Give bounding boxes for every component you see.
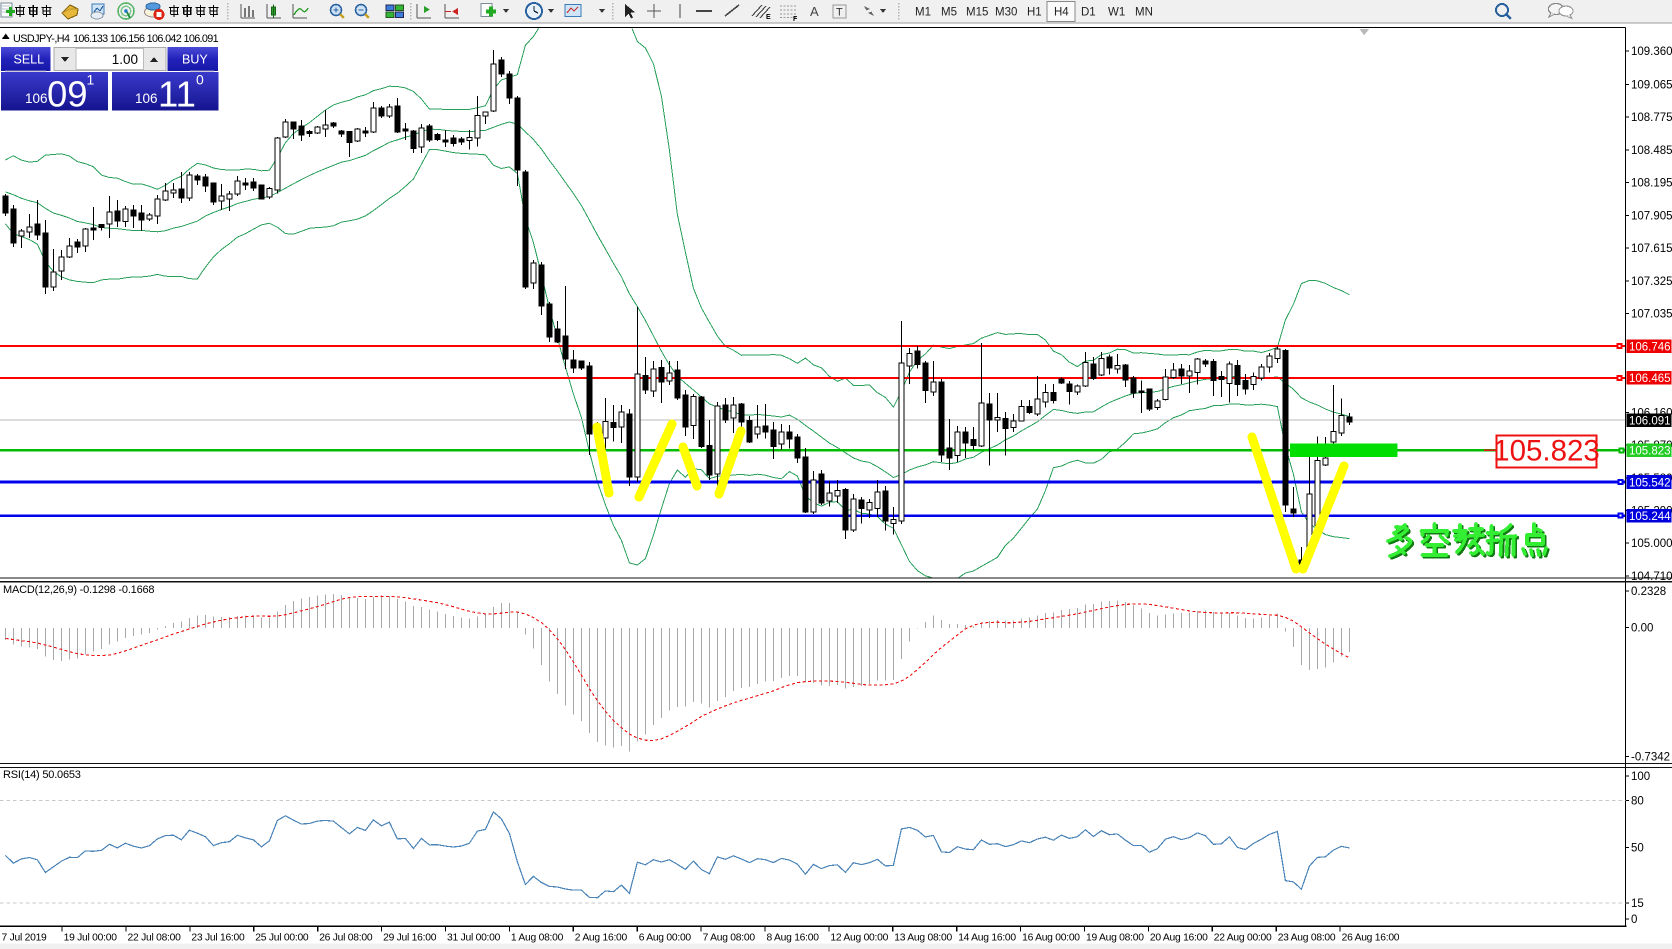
svg-text:25 Jul 00:00: 25 Jul 00:00 — [255, 933, 309, 944]
svg-text:22 Jul 08:00: 22 Jul 08:00 — [128, 933, 182, 944]
svg-text:A: A — [810, 4, 819, 19]
svg-text:108.485: 108.485 — [1631, 145, 1672, 157]
svg-text:104.710: 104.710 — [1631, 571, 1672, 583]
svg-text:11: 11 — [158, 74, 196, 115]
svg-text:-0.7342: -0.7342 — [1631, 752, 1670, 764]
svg-text:105.244: 105.244 — [1629, 511, 1671, 523]
svg-text:108.195: 108.195 — [1631, 178, 1672, 190]
svg-text:M1: M1 — [915, 7, 931, 19]
svg-text:0: 0 — [1631, 914, 1637, 926]
svg-text:105.000: 105.000 — [1631, 538, 1672, 550]
svg-text:W1: W1 — [1108, 7, 1125, 19]
svg-text:1 Aug 08:00: 1 Aug 08:00 — [511, 933, 564, 944]
svg-text:7 Aug 08:00: 7 Aug 08:00 — [703, 933, 756, 944]
svg-text:7 Jul 2019: 7 Jul 2019 — [2, 933, 48, 944]
svg-text:1.00: 1.00 — [112, 52, 138, 67]
svg-text:M15: M15 — [966, 7, 988, 19]
svg-text:107.615: 107.615 — [1631, 243, 1672, 255]
svg-text:26 Jul 08:00: 26 Jul 08:00 — [319, 933, 373, 944]
svg-text:108.775: 108.775 — [1631, 112, 1672, 124]
svg-text:14 Aug 16:00: 14 Aug 16:00 — [958, 933, 1016, 944]
svg-text:8 Aug 16:00: 8 Aug 16:00 — [767, 933, 820, 944]
svg-text:09: 09 — [47, 74, 88, 115]
svg-text:100: 100 — [1631, 771, 1650, 783]
svg-text:19 Jul 00:00: 19 Jul 00:00 — [64, 933, 118, 944]
svg-text:19 Aug 08:00: 19 Aug 08:00 — [1086, 933, 1144, 944]
svg-text:1: 1 — [87, 72, 95, 88]
svg-text:23 Jul 16:00: 23 Jul 16:00 — [191, 933, 245, 944]
svg-text:31 Jul 00:00: 31 Jul 00:00 — [447, 933, 501, 944]
svg-text:0: 0 — [196, 72, 204, 88]
svg-text:F: F — [793, 16, 798, 23]
svg-text:109.360: 109.360 — [1631, 46, 1672, 58]
svg-text:M30: M30 — [995, 7, 1017, 19]
svg-text:2 Aug 16:00: 2 Aug 16:00 — [575, 933, 628, 944]
svg-text:26 Aug 16:00: 26 Aug 16:00 — [1342, 933, 1400, 944]
svg-text:16 Aug 00:00: 16 Aug 00:00 — [1022, 933, 1080, 944]
svg-text:106: 106 — [25, 91, 48, 106]
svg-text:0.2328: 0.2328 — [1631, 586, 1666, 598]
svg-text:0.00: 0.00 — [1631, 623, 1653, 635]
svg-text:M5: M5 — [941, 7, 957, 19]
svg-text:MACD(12,26,9) -0.1298 -0.1668: MACD(12,26,9) -0.1298 -0.1668 — [3, 584, 154, 596]
svg-text:29 Jul 16:00: 29 Jul 16:00 — [383, 933, 437, 944]
svg-text:106.133 106.156 106.042 106.09: 106.133 106.156 106.042 106.091 — [73, 33, 219, 45]
svg-text:107.325: 107.325 — [1631, 276, 1672, 288]
svg-text:SELL: SELL — [14, 53, 45, 67]
svg-text:105.823: 105.823 — [1493, 435, 1600, 468]
svg-text:106.091: 106.091 — [1629, 415, 1671, 427]
svg-text:H1: H1 — [1027, 7, 1042, 19]
svg-text:109.065: 109.065 — [1631, 79, 1672, 91]
svg-text:12 Aug 00:00: 12 Aug 00:00 — [830, 933, 888, 944]
svg-text:106.465: 106.465 — [1629, 373, 1671, 385]
svg-text:105.823: 105.823 — [1629, 446, 1671, 458]
svg-text:H4: H4 — [1054, 7, 1069, 19]
svg-text:107.035: 107.035 — [1631, 309, 1672, 321]
svg-text:MN: MN — [1135, 7, 1153, 19]
svg-text:BUY: BUY — [182, 53, 208, 67]
svg-text:T: T — [836, 7, 843, 19]
svg-text:22 Aug 00:00: 22 Aug 00:00 — [1214, 933, 1272, 944]
svg-text:20 Aug 16:00: 20 Aug 16:00 — [1150, 933, 1208, 944]
svg-text:15: 15 — [1631, 898, 1644, 910]
svg-text:RSI(14) 50.0653: RSI(14) 50.0653 — [3, 769, 81, 781]
svg-text:80: 80 — [1631, 796, 1644, 808]
svg-text:23 Aug 08:00: 23 Aug 08:00 — [1278, 933, 1336, 944]
svg-text:105.542: 105.542 — [1629, 477, 1671, 489]
svg-text:106: 106 — [135, 91, 158, 106]
svg-text:107.905: 107.905 — [1631, 210, 1672, 222]
svg-text:D1: D1 — [1081, 7, 1096, 19]
svg-text:E: E — [766, 14, 771, 21]
svg-text:50: 50 — [1631, 843, 1644, 855]
svg-text:13 Aug 08:00: 13 Aug 08:00 — [894, 933, 952, 944]
svg-text:6 Aug 00:00: 6 Aug 00:00 — [639, 933, 692, 944]
svg-text:106.746: 106.746 — [1629, 341, 1671, 353]
svg-text:USDJPY-,H4: USDJPY-,H4 — [13, 33, 70, 45]
